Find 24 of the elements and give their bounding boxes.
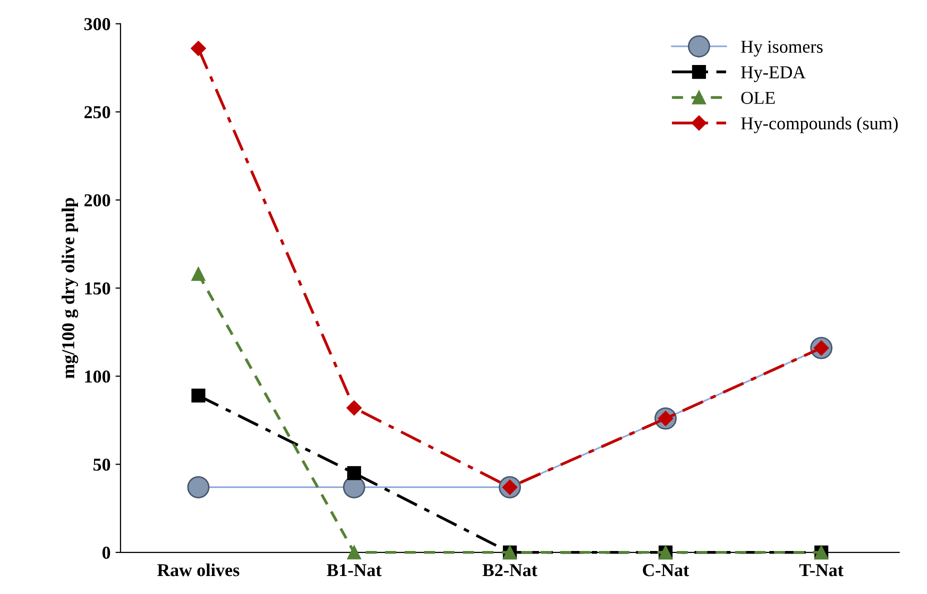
- point: [191, 267, 206, 281]
- y-tick-label: 50: [93, 458, 110, 471]
- x-tick-label: B2-Nat: [482, 564, 538, 576]
- y-tick-label: 200: [84, 194, 110, 206]
- y-tick-label: 300: [84, 18, 110, 30]
- legend-label: OLE: [741, 92, 775, 104]
- x-tick-label: B1-Nat: [326, 564, 382, 576]
- legend-label: Hy-EDA: [741, 66, 806, 82]
- point: [347, 466, 362, 480]
- y-axis-title: mg/100 g dry olive pulp: [62, 198, 78, 378]
- legend-label: Hy-compounds (sum): [741, 116, 898, 134]
- x-tick-label: C-Nat: [642, 564, 690, 576]
- point: [187, 476, 210, 498]
- point: [191, 388, 206, 403]
- point: [346, 400, 362, 416]
- point: [347, 545, 362, 560]
- point: [190, 40, 206, 56]
- y-tick-label: 0: [102, 546, 110, 559]
- y-tick-label: 250: [84, 106, 110, 118]
- y-tick-label: 100: [85, 370, 110, 383]
- y-tick-label: 150: [85, 282, 110, 295]
- x-tick-label: Raw olives: [157, 564, 240, 576]
- legend-label: Hy isomers: [741, 40, 823, 57]
- x-tick-label: T-Nat: [799, 564, 844, 576]
